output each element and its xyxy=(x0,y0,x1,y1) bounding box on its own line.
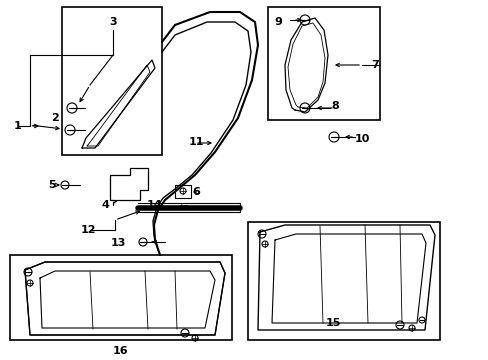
Text: 2: 2 xyxy=(51,113,59,123)
Text: 5: 5 xyxy=(48,180,56,190)
Bar xyxy=(267,7,379,120)
Text: 7: 7 xyxy=(370,60,378,70)
Text: 4: 4 xyxy=(101,200,109,210)
Bar xyxy=(175,185,191,198)
Bar xyxy=(10,255,231,340)
Text: 8: 8 xyxy=(330,101,338,111)
Bar xyxy=(247,222,439,340)
Text: 3: 3 xyxy=(109,17,117,27)
Text: 16: 16 xyxy=(113,346,128,356)
Text: 9: 9 xyxy=(273,17,282,27)
Text: 11: 11 xyxy=(188,137,203,147)
Text: 15: 15 xyxy=(325,318,340,328)
Text: 14: 14 xyxy=(146,200,162,210)
Text: 6: 6 xyxy=(192,187,200,197)
Text: 10: 10 xyxy=(354,134,369,144)
Text: 1: 1 xyxy=(14,121,22,131)
Bar xyxy=(62,7,162,155)
Text: 12: 12 xyxy=(80,225,96,235)
Text: 13: 13 xyxy=(110,238,125,248)
